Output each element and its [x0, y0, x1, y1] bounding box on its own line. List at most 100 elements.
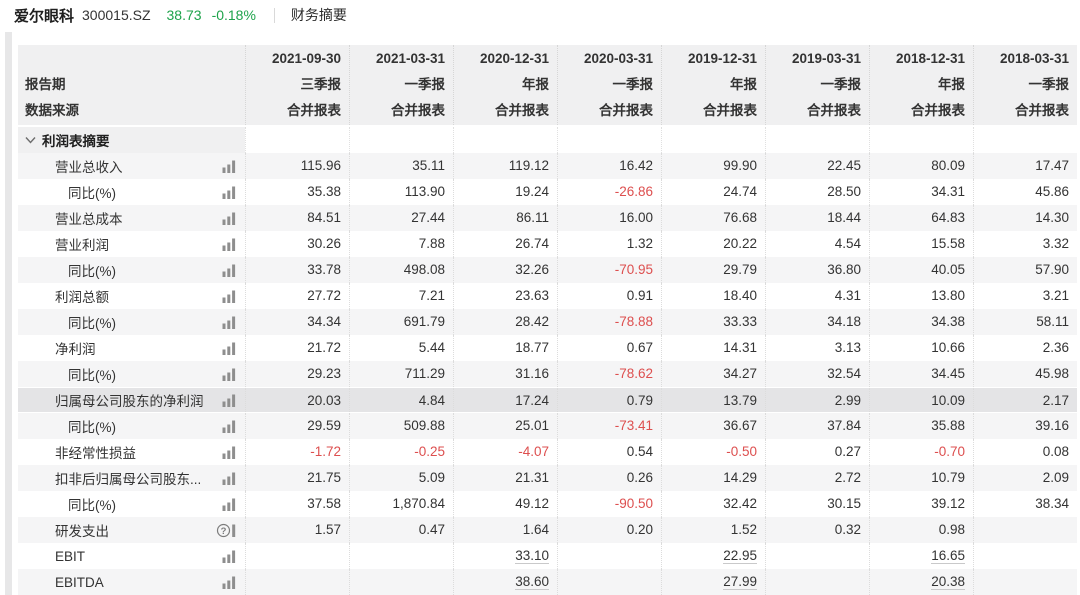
section-row-income-statement: 利润表摘要 — [18, 127, 1077, 153]
table-cell: -78.62 — [557, 361, 661, 387]
table-cell: 119.12 — [453, 153, 557, 179]
column-header-period: 一季报 — [612, 77, 654, 92]
row-label-cell[interactable]: 归属母公司股东的净利润 — [18, 388, 245, 412]
cell-value: 45.98 — [1035, 366, 1069, 381]
table-cell: 2.99 — [765, 388, 869, 412]
cell-value: 34.34 — [307, 314, 341, 329]
table-row: 营业总成本 84.51 27.44 86.11 16.00 76.68 18.44 64.83… — [18, 205, 1077, 231]
column-header-2018-12-31: 2018-12-31 年报 合并报表 — [869, 45, 973, 125]
cell-value: 40.05 — [931, 262, 965, 277]
bar-chart-icon[interactable] — [222, 576, 236, 589]
bar-chart-icon[interactable] — [222, 186, 236, 199]
table-row: 归属母公司股东的净利润 20.03 4.84 17.24 0.79 13.79 2.99 10… — [18, 387, 1077, 413]
left-panel-strip[interactable] — [5, 32, 12, 595]
row-label-cell[interactable]: 净利润 — [18, 335, 245, 361]
row-label-cell[interactable]: 同比(%) — [18, 491, 245, 517]
table-cell: 0.26 — [557, 465, 661, 491]
cell-value: 4.31 — [834, 288, 861, 303]
bar-chart-icon[interactable] — [222, 264, 236, 277]
question-circle-icon[interactable]: ? — [216, 523, 236, 538]
cell-value: 10.66 — [931, 340, 965, 355]
cell-value: 35.38 — [307, 184, 341, 199]
cell-value: 64.83 — [931, 210, 965, 225]
table-cell: 3.21 — [973, 283, 1077, 309]
bar-chart-icon[interactable] — [222, 472, 236, 485]
row-label-cell[interactable]: 同比(%) — [18, 413, 245, 439]
cell-value: 113.90 — [404, 184, 445, 199]
row-label-cell[interactable]: 同比(%) — [18, 309, 245, 335]
section-toggle[interactable]: 利润表摘要 — [18, 127, 245, 153]
table-cell: 5.09 — [349, 465, 453, 491]
row-label: 同比(%) — [68, 420, 116, 435]
financial-summary-table: 报告期 数据来源 2021-09-30 三季报 合并报表 2021-03-31 一季报合… — [18, 45, 1077, 595]
bar-chart-icon[interactable] — [222, 342, 236, 355]
cell-value: 22.95 — [723, 548, 757, 564]
cell-value: 86.11 — [516, 210, 549, 225]
row-label-cell[interactable]: 营业利润 — [18, 231, 245, 257]
table-cell: -90.50 — [557, 491, 661, 517]
row-label: EBIT — [55, 548, 86, 564]
column-header-2021-09-30: 2021-09-30 三季报 合并报表 — [245, 45, 349, 125]
table-cell: -1.72 — [245, 439, 349, 465]
row-label-cell[interactable]: 利润总额 — [18, 283, 245, 309]
row-label-cell[interactable]: 非经常性损益 — [18, 439, 245, 465]
bar-chart-icon[interactable] — [222, 420, 236, 433]
row-label-cell[interactable]: 营业总收入 — [18, 153, 245, 179]
report-period-label: 报告期 — [25, 77, 66, 92]
table-cell: 10.66 — [869, 335, 973, 361]
row-label-cell[interactable]: 扣非后归属母公司股东... — [18, 465, 245, 491]
cell-value: -70.95 — [614, 262, 653, 277]
table-cell: 30.26 — [245, 231, 349, 257]
table-cell — [765, 543, 869, 569]
cell-value: -26.86 — [614, 184, 653, 199]
table-cell: 21.72 — [245, 335, 349, 361]
column-header-period: 年报 — [522, 77, 549, 92]
table-cell: 14.31 — [661, 335, 765, 361]
table-cell: 4.54 — [765, 231, 869, 257]
table-cell: 20.22 — [661, 231, 765, 257]
table-cell — [765, 569, 869, 595]
cell-value: 37.58 — [307, 496, 341, 511]
bar-chart-icon[interactable] — [222, 238, 236, 251]
table-cell: 0.47 — [349, 517, 453, 543]
table-cell: 25.01 — [453, 413, 557, 439]
bar-chart-icon[interactable] — [222, 368, 236, 381]
bar-chart-icon[interactable] — [222, 394, 236, 407]
table-cell — [973, 543, 1077, 569]
row-label-cell[interactable]: 同比(%) — [18, 179, 245, 205]
table-cell: 49.12 — [453, 491, 557, 517]
bar-chart-icon[interactable] — [222, 446, 236, 459]
bar-chart-icon[interactable] — [222, 160, 236, 173]
row-label-cell[interactable]: EBIT — [18, 543, 245, 569]
cell-value: 1.64 — [522, 522, 549, 537]
row-label-cell[interactable]: 营业总成本 — [18, 205, 245, 231]
table-cell — [245, 543, 349, 569]
table-cell: 64.83 — [869, 205, 973, 231]
chevron-down-icon — [25, 136, 36, 144]
topbar: 爱尔眼科 300015.SZ 38.73 -0.18% 财务摘要 — [0, 0, 1080, 30]
cell-value: 35.88 — [931, 418, 965, 433]
section-empty-cell — [557, 127, 661, 153]
bar-chart-icon[interactable] — [222, 212, 236, 225]
row-label-cell[interactable]: 同比(%) — [18, 361, 245, 387]
column-header-2020-12-31: 2020-12-31 年报 合并报表 — [453, 45, 557, 125]
table-cell: 115.96 — [245, 153, 349, 179]
row-label-cell[interactable]: 同比(%) — [18, 257, 245, 283]
row-label-cell[interactable]: 研发支出? — [18, 517, 245, 543]
row-label: 同比(%) — [68, 264, 116, 279]
bar-chart-icon[interactable] — [222, 498, 236, 511]
tab-financial-summary[interactable]: 财务摘要 — [290, 7, 347, 23]
bar-chart-icon[interactable] — [222, 316, 236, 329]
row-label-cell[interactable]: EBITDA — [18, 569, 245, 595]
cell-value: 4.84 — [418, 393, 445, 408]
cell-value: 76.68 — [723, 210, 757, 225]
bar-chart-icon[interactable] — [222, 290, 236, 303]
column-header-2019-12-31: 2019-12-31 年报 合并报表 — [661, 45, 765, 125]
row-label: 营业总成本 — [55, 212, 123, 227]
table-cell: 2.09 — [973, 465, 1077, 491]
bar-chart-icon[interactable] — [222, 550, 236, 563]
stock-change-percent: -0.18% — [211, 7, 256, 23]
table-cell: 28.50 — [765, 179, 869, 205]
cell-value: 711.29 — [404, 366, 445, 381]
cell-value: 5.44 — [418, 340, 445, 355]
